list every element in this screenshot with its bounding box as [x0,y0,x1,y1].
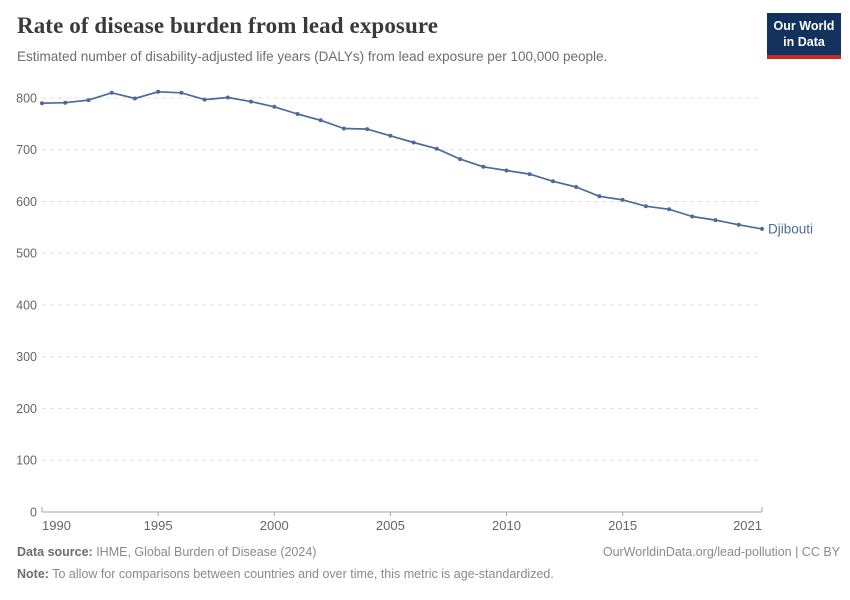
data-point [249,99,253,104]
data-source-text: IHME, Global Burden of Disease (2024) [92,545,317,559]
data-point [272,104,277,109]
y-axis-tick-label: 200 [16,402,37,416]
data-point [574,185,579,189]
data-point [132,96,137,101]
data-point [225,95,230,100]
data-point [318,118,323,123]
y-axis-tick-label: 700 [16,143,37,157]
data-source-label: Data source: [17,545,93,559]
x-axis-tick-label: 2010 [492,518,521,533]
y-axis-tick-label: 400 [16,298,37,312]
y-axis-tick-label: 100 [16,454,37,468]
data-point [388,133,393,138]
data-source: Data source: IHME, Global Burden of Dise… [17,542,316,564]
chart-footer: Data source: IHME, Global Burden of Dise… [17,542,840,586]
data-point [40,101,44,106]
data-point [481,164,486,169]
x-axis-tick-label: 1990 [42,518,71,533]
data-point [411,140,416,145]
owid-logo-line1: Our World [773,19,835,33]
data-point [504,168,509,173]
data-point [156,89,161,94]
chart-note: Note: To allow for comparisons between c… [17,564,840,586]
data-point [736,222,741,227]
note-text: To allow for comparisons between countri… [48,566,554,581]
data-point [434,146,439,151]
owid-logo[interactable]: Our World in Data [767,13,841,59]
data-point [597,194,602,199]
data-point [667,207,672,212]
data-point [202,97,207,102]
data-point [760,226,764,231]
y-axis-tick-label: 300 [16,350,37,364]
series-label-djibouti[interactable]: Djibouti [768,221,813,236]
line-chart[interactable]: 0 100 200 300 400 500 600 700 800 1990 1995 2000 200… [0,0,850,545]
y-axis-tick-label: 0 [30,505,37,519]
data-point [527,172,532,177]
data-point [620,197,625,202]
data-point [295,112,300,116]
y-axis-tick-label: 500 [16,247,37,261]
chart-subtitle: Estimated number of disability-adjusted … [17,49,608,64]
x-axis-tick-label: 1995 [144,518,173,533]
owid-logo-line2: in Data [783,35,825,50]
data-point [179,90,184,95]
data-point [341,126,346,131]
data-point [713,218,718,223]
y-axis-tick-label: 600 [16,195,37,209]
x-axis-tick-label: 2021 [733,518,762,533]
data-point [458,157,463,162]
page-title: Rate of disease burden from lead exposur… [17,13,439,38]
owid-url-link[interactable]: OurWorldinData.org/lead-pollution | CC B… [602,545,840,559]
x-axis-tick-label: 2005 [376,518,405,533]
x-axis-tick-label: 2000 [260,518,289,533]
note-label: Note: [17,566,49,581]
data-point [365,127,370,132]
x-axis-tick-label: 2015 [608,518,637,533]
y-axis-tick-label: 800 [16,91,37,105]
data-point [109,90,114,95]
data-point [643,204,648,209]
data-point [690,214,695,219]
data-point [551,179,555,184]
data-point [86,98,91,103]
data-point [63,100,68,105]
series-line-djibouti [41,90,763,230]
chart-header: Rate of disease burden from lead exposur… [17,13,750,66]
